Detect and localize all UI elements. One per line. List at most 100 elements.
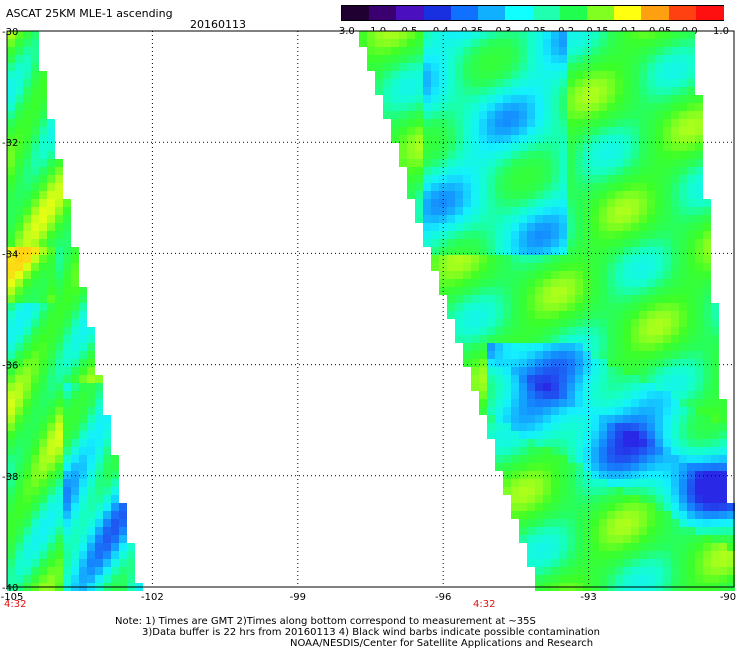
swath-cell: [615, 463, 623, 471]
swath-cell: [671, 359, 679, 367]
swath-cell: [7, 551, 15, 559]
swath-cell: [423, 103, 431, 111]
swath-cell: [655, 247, 663, 255]
swath-cell: [559, 47, 567, 55]
swath-cell: [599, 351, 607, 359]
swath-cell: [463, 127, 471, 135]
swath-cell: [23, 359, 31, 367]
swath-cell: [87, 359, 95, 367]
swath-cell: [679, 143, 687, 151]
swath-cell: [31, 223, 39, 231]
swath-cell: [23, 167, 31, 175]
swath-cell: [631, 55, 639, 63]
swath-cell: [503, 311, 511, 319]
swath-cell: [47, 135, 55, 143]
swath-cell: [415, 207, 423, 215]
swath-cell: [487, 247, 495, 255]
swath-cell: [559, 79, 567, 87]
swath-cell: [7, 327, 15, 335]
swath-cell: [7, 415, 15, 423]
swath-cell: [615, 319, 623, 327]
swath-cell: [519, 319, 527, 327]
swath-cell: [639, 239, 647, 247]
swath-cell: [47, 199, 55, 207]
swath-cell: [23, 207, 31, 215]
swath-cell: [495, 71, 503, 79]
swath-cell: [407, 31, 415, 39]
swath-cell: [591, 223, 599, 231]
swath-cell: [519, 183, 527, 191]
swath-cell: [399, 151, 407, 159]
swath-cell: [711, 367, 719, 375]
swath-cell: [7, 247, 15, 255]
swath-cell: [55, 559, 63, 567]
swath-cell: [55, 279, 63, 287]
swath-cell: [543, 151, 551, 159]
swath-cell: [23, 199, 31, 207]
swath-cell: [391, 119, 399, 127]
swath-cell: [551, 567, 559, 575]
swath-cell: [543, 391, 551, 399]
swath-cell: [519, 327, 527, 335]
swath-cell: [63, 479, 71, 487]
swath-cell: [455, 335, 463, 343]
swath-cell: [415, 71, 423, 79]
swath-cell: [383, 87, 391, 95]
swath-cell: [431, 255, 439, 263]
swath-cell: [567, 295, 575, 303]
swath-cell: [639, 343, 647, 351]
swath-cell: [655, 151, 663, 159]
swath-cell: [559, 551, 567, 559]
swath-cell: [623, 407, 631, 415]
swath-cell: [679, 239, 687, 247]
swath-cell: [551, 375, 559, 383]
swath-cell: [599, 503, 607, 511]
swath-cell: [55, 335, 63, 343]
swath-cell: [39, 399, 47, 407]
swath-cell: [31, 231, 39, 239]
swath-cell: [79, 375, 87, 383]
swath-cell: [543, 375, 551, 383]
swath-cell: [527, 519, 535, 527]
swath-cell: [39, 359, 47, 367]
swath-cell: [23, 87, 31, 95]
swath-cell: [631, 111, 639, 119]
swath-cell: [583, 231, 591, 239]
swath-cell: [527, 223, 535, 231]
swath-cell: [47, 487, 55, 495]
swath-cell: [663, 63, 671, 71]
swath-cell: [479, 223, 487, 231]
swath-cell: [415, 175, 423, 183]
swath-cell: [447, 215, 455, 223]
swath-cell: [479, 231, 487, 239]
swath-cell: [647, 407, 655, 415]
swath-cell: [511, 207, 519, 215]
swath-cell: [551, 135, 559, 143]
time-label-left: 4:32: [4, 599, 27, 610]
swath-cell: [447, 95, 455, 103]
swath-cell: [679, 559, 687, 567]
swath-cell: [591, 255, 599, 263]
swath-cell: [15, 295, 23, 303]
swath-cell: [615, 55, 623, 63]
swath-cell: [647, 71, 655, 79]
swath-cell: [39, 151, 47, 159]
swath-cell: [559, 239, 567, 247]
swath-cell: [655, 239, 663, 247]
swath-cell: [23, 143, 31, 151]
swath-cell: [695, 415, 703, 423]
swath-cell: [711, 415, 719, 423]
swath-cell: [519, 399, 527, 407]
swath-cell: [615, 375, 623, 383]
swath-cell: [583, 335, 591, 343]
swath-cell: [447, 79, 455, 87]
swath-cell: [591, 111, 599, 119]
swath-cell: [527, 191, 535, 199]
swath-cell: [695, 191, 703, 199]
swath-cell: [503, 367, 511, 375]
swath-cell: [23, 535, 31, 543]
swath-cell: [607, 527, 615, 535]
swath-cell: [615, 431, 623, 439]
swath-cell: [23, 135, 31, 143]
swath-cell: [599, 495, 607, 503]
